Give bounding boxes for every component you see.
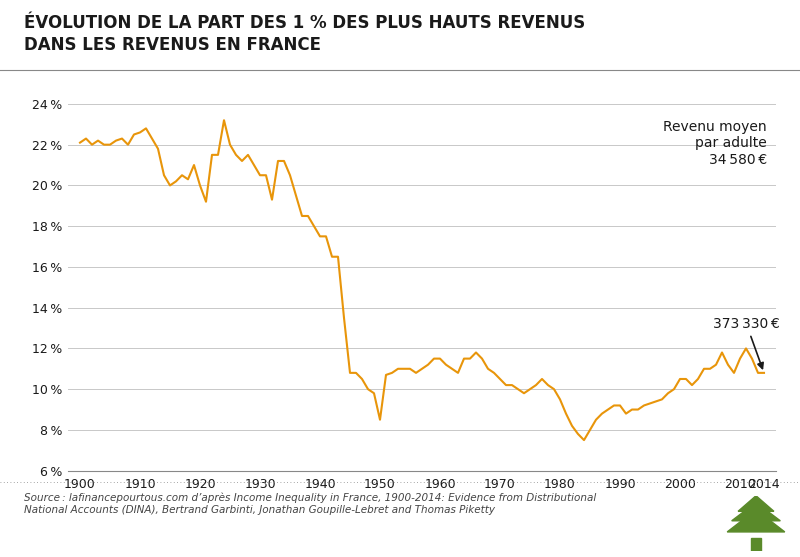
Text: ÉVOLUTION DE LA PART DES 1 % DES PLUS HAUTS REVENUS: ÉVOLUTION DE LA PART DES 1 % DES PLUS HA… bbox=[24, 14, 586, 32]
Polygon shape bbox=[727, 510, 785, 532]
Text: 373 330 €: 373 330 € bbox=[713, 317, 780, 369]
Polygon shape bbox=[732, 502, 780, 521]
Text: Source : lafinancepourtous.com d’après Income Inequality in France, 1900-2014: E: Source : lafinancepourtous.com d’après I… bbox=[24, 493, 596, 515]
Bar bbox=[751, 538, 761, 551]
Text: Revenu moyen
par adulte
34 580 €: Revenu moyen par adulte 34 580 € bbox=[663, 120, 767, 167]
Polygon shape bbox=[738, 496, 774, 511]
Text: DANS LES REVENUS EN FRANCE: DANS LES REVENUS EN FRANCE bbox=[24, 36, 321, 54]
